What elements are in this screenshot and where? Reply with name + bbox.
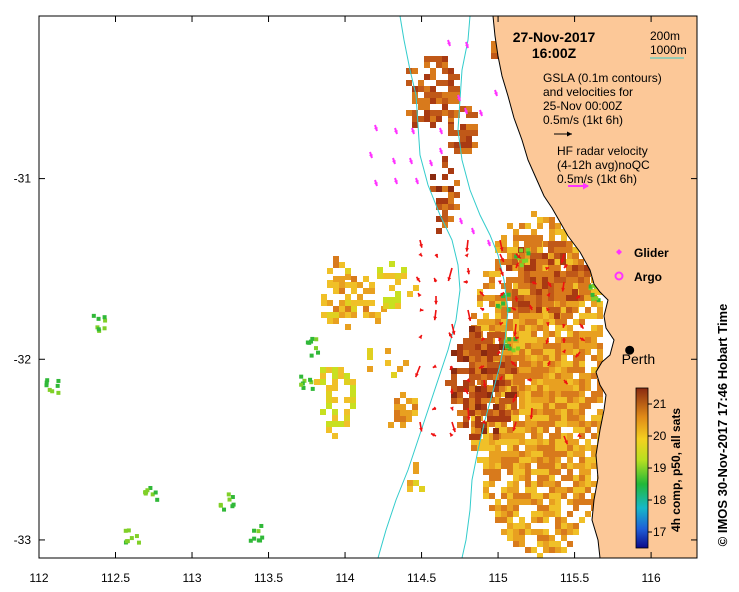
axes: 112 112.5 113 113.5 114 114.5 115 115.5 116 -31 -3… xyxy=(14,16,697,585)
hf-legend-line2: (4-12h avg)noQC xyxy=(557,158,650,172)
bathy-legend-1000m: 1000m xyxy=(650,43,687,57)
colorbar-tick-label: 21 xyxy=(653,397,667,411)
perth-marker-icon xyxy=(625,345,635,355)
title-date: 27-Nov-2017 xyxy=(513,29,596,45)
title-time: 16:00Z xyxy=(532,45,577,61)
hf-legend-line1: HF radar velocity xyxy=(557,144,648,158)
lat-tick-label: -33 xyxy=(14,533,32,547)
hf-radar-arrows xyxy=(414,239,586,445)
lon-tick-label: 112.5 xyxy=(101,571,130,585)
bathy-legend-200m: 200m xyxy=(650,29,680,43)
gsla-legend-line4: 0.5m/s (1kt 6h) xyxy=(543,113,623,127)
colorbar-tick-label: 20 xyxy=(653,429,667,443)
gsla-legend-line1: GSLA (0.1m contours) xyxy=(543,71,662,85)
gsla-legend-line2: and velocities for xyxy=(543,85,633,99)
lat-tick-label: -32 xyxy=(14,352,32,366)
lon-tick-label: 113 xyxy=(182,571,201,585)
gsla-legend-line3: 25-Nov 00:00Z xyxy=(543,99,622,113)
lon-tick-label: 114.5 xyxy=(407,571,436,585)
colorbar-tick-label: 17 xyxy=(653,525,667,539)
colorbar-ticks: 21 20 19 18 17 xyxy=(648,397,667,539)
argo-legend-label: Argo xyxy=(634,270,662,284)
glider-markers xyxy=(369,39,498,247)
lon-tick-label: 113.5 xyxy=(254,571,283,585)
lat-tick-label: -31 xyxy=(14,172,32,186)
bathy-contour-1000m xyxy=(377,16,461,558)
glider-legend-label: Glider xyxy=(634,246,669,260)
argo-legend-icon xyxy=(614,271,624,281)
perth-label: Perth xyxy=(622,351,655,367)
bathy-contour-200m xyxy=(457,16,509,558)
lon-tick-label: 115.5 xyxy=(560,571,589,585)
hf-legend-line3: 0.5m/s (1kt 6h) xyxy=(557,172,637,186)
colorbar xyxy=(635,387,649,549)
gsla-legend-arrow xyxy=(554,131,572,137)
plot-frame xyxy=(38,15,698,559)
lon-tick-label: 115 xyxy=(488,571,507,585)
credit-text: © IMOS 30-Nov-2017 17:46 Hobart Time xyxy=(715,304,730,547)
colorbar-tick-label: 18 xyxy=(653,493,667,507)
lon-tick-label: 114 xyxy=(335,571,354,585)
colorbar-tick-label: 19 xyxy=(653,461,667,475)
lon-tick-label: 116 xyxy=(642,571,661,585)
lon-tick-label: 112 xyxy=(29,571,48,585)
hf-legend-arrow xyxy=(568,182,589,190)
glider-legend-icon xyxy=(616,249,622,255)
colorbar-label: 4h comp, p50, all sats xyxy=(669,408,683,532)
